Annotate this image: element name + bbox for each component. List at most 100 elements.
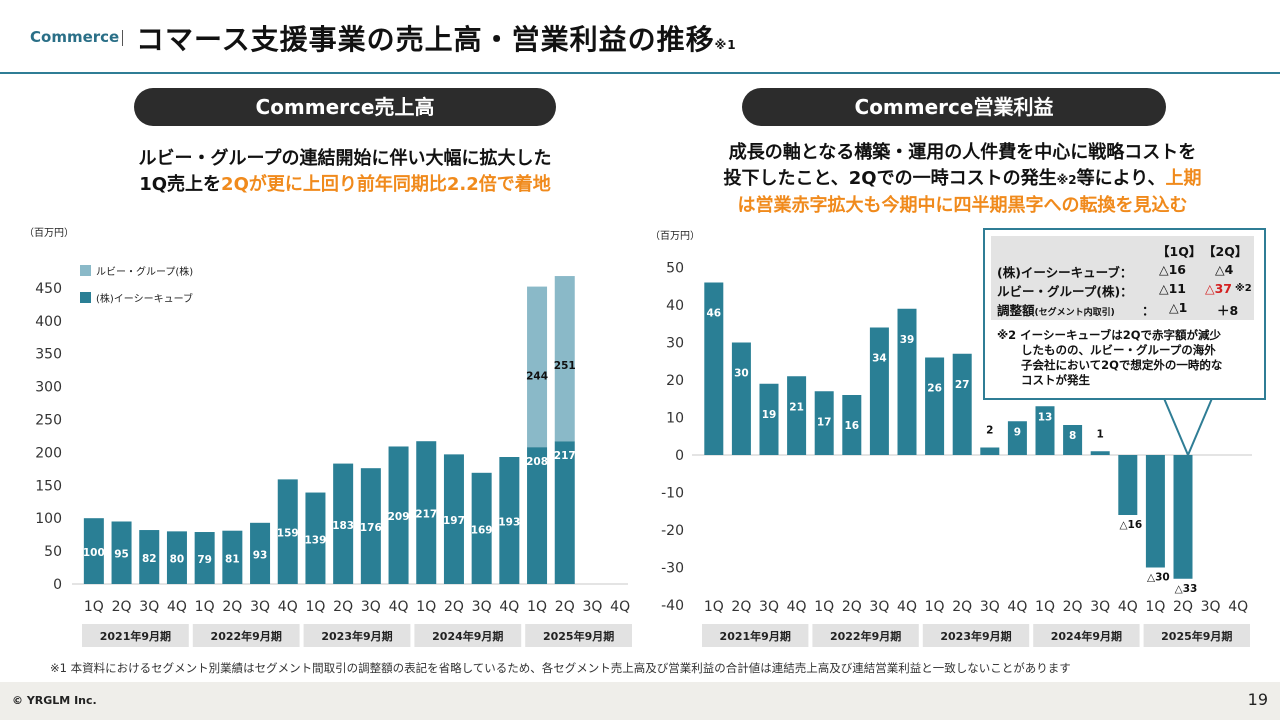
profit-x-tick: 3Q [1201, 599, 1221, 615]
title-note: ※1 [714, 38, 737, 52]
revenue-x-tick: 4Q [167, 599, 187, 615]
profit-fy-box [812, 624, 919, 647]
revenue-legend-ruby: ルビー・グループ(株) [96, 265, 193, 278]
slide-header: Commerce コマース支援事業の売上高・営業利益の推移※1 [0, 0, 1280, 74]
revenue-bar-ecube [333, 463, 354, 584]
profit-lead-2a: 投下したこと、2Qでの一時コストの発生 [723, 168, 1057, 189]
revenue-bar-ecube [166, 531, 187, 584]
revenue-bar-label: 81 [225, 553, 240, 565]
revenue-x-tick: 3Q [250, 599, 270, 615]
revenue-x-tick: 2Q [222, 599, 242, 615]
profit-x-tick: 2Q [731, 599, 751, 615]
footnote: ※1 本資料におけるセグメント別業績はセグメント間取引の調整額の表記を省略してい… [50, 661, 1071, 675]
revenue-bar-label: 95 [114, 549, 129, 561]
brand-label: Commerce [30, 28, 120, 46]
profit-lead-2b: 等により、 [1076, 168, 1166, 189]
profit-lead-line1: 成長の軸となる構築・運用の人件費を中心に戦略コストを [728, 142, 1197, 163]
revenue-bar-ruby [554, 276, 575, 442]
profit-x-tick: 2Q [842, 599, 862, 615]
callout-row3-sub: (セグメント内取引) [1034, 308, 1115, 318]
revenue-bar-ecube [139, 530, 160, 584]
revenue-x-tick: 3Q [582, 599, 602, 615]
revenue-fy-box [525, 624, 632, 647]
profit-bar-label: 16 [844, 420, 859, 432]
profit-bar [814, 391, 834, 455]
revenue-x-tick: 2Q [444, 599, 464, 615]
title-text: コマース支援事業の売上高・営業利益の推移 [136, 23, 715, 56]
profit-bar-label: 46 [706, 308, 721, 320]
profit-x-tick: 1Q [1035, 599, 1055, 615]
callout-col-2q: 【2Q】 [1203, 244, 1248, 259]
revenue-bar-label: 82 [142, 553, 157, 565]
revenue-bar-label: 193 [498, 517, 520, 529]
revenue-fy-label: 2025年9月期 [543, 629, 614, 643]
revenue-x-tick: 1Q [84, 599, 104, 615]
callout-note: ※2 イーシーキューブは2Qで赤字額が減少 したものの、ルビー・グループの海外 … [997, 328, 1257, 388]
revenue-bar-ecube [194, 532, 215, 584]
revenue-x-tick: 3Q [139, 599, 159, 615]
profit-y-tick: 30 [666, 336, 684, 352]
profit-x-tick: 2Q [1063, 599, 1083, 615]
profit-x-tick: 4Q [787, 599, 807, 615]
profit-bar-label: 34 [872, 353, 887, 365]
profit-lead-note: ※2 [1056, 173, 1077, 187]
revenue-bar-ecube [499, 457, 520, 584]
revenue-bar-label: 208 [526, 456, 548, 468]
profit-y-tick: 0 [675, 448, 684, 464]
revenue-x-tick: 1Q [305, 599, 325, 615]
profit-lead-2-highlight: 上期 [1165, 168, 1202, 189]
profit-bar [1063, 425, 1083, 455]
callout-box: 【1Q】 【2Q】 (株)イーシーキューブ： △16 △4 ルビー・グループ(株… [983, 228, 1266, 400]
revenue-bar-label: 183 [332, 520, 354, 532]
revenue-bar-label: 217 [554, 450, 576, 462]
profit-bar-label: △33 [1175, 583, 1198, 595]
slide-footer: © YRGLM Inc. 19 [0, 682, 1280, 720]
profit-bar [1035, 406, 1055, 455]
brand-divider [122, 30, 123, 46]
revenue-x-tick: 1Q [195, 599, 215, 615]
callout-table: 【1Q】 【2Q】 (株)イーシーキューブ： △16 △4 ルビー・グループ(株… [991, 236, 1254, 320]
callout-row3-1q: △1 [1169, 300, 1188, 315]
profit-x-tick: 1Q [704, 599, 724, 615]
revenue-fy-box [414, 624, 522, 647]
revenue-bar-label: 217 [415, 509, 437, 521]
profit-fy-box [1033, 624, 1140, 647]
profit-bar [1118, 455, 1138, 515]
profit-x-tick: 4Q [897, 599, 917, 615]
callout-row2-1q: △11 [1159, 281, 1187, 296]
profit-y-tick: -10 [661, 486, 684, 502]
revenue-fy-label: 2023年9月期 [321, 629, 392, 643]
revenue-fy-label: 2022年9月期 [211, 629, 282, 643]
profit-bar-label: 21 [789, 401, 804, 413]
profit-bar-label: 9 [1014, 426, 1021, 438]
revenue-y-tick: 250 [35, 413, 62, 429]
revenue-x-tick: 2Q [333, 599, 353, 615]
revenue-bar-label: 139 [304, 534, 326, 546]
profit-bar-label: 1 [1097, 428, 1104, 440]
revenue-x-tick: 3Q [472, 599, 492, 615]
revenue-bar-label: 176 [360, 522, 382, 534]
revenue-lead: ルビー・グループの連結開始に伴い大幅に拡大した 1Q売上を2Qが更に上回り前年同… [60, 146, 630, 198]
profit-bar [1090, 451, 1110, 455]
revenue-x-tick: 1Q [416, 599, 436, 615]
callout-note-line3: 子会社において2Qで想定外の一時的な [1021, 358, 1223, 372]
callout-row3-label: 調整額(セグメント内取引) [997, 300, 1115, 319]
profit-unit-label: （百万円） [650, 230, 700, 242]
profit-x-tick: 1Q [814, 599, 834, 615]
profit-fy-box [922, 624, 1030, 647]
revenue-bar-ecube [416, 441, 437, 584]
revenue-x-tick: 4Q [278, 599, 298, 615]
profit-y-tick: 50 [666, 261, 684, 277]
profit-bar-label: 26 [927, 383, 942, 395]
profit-fy-label: 2025年9月期 [1161, 629, 1232, 643]
revenue-bar-label: 79 [197, 554, 212, 566]
revenue-bar-ecube [222, 530, 243, 584]
profit-bar-label: 19 [762, 409, 777, 421]
revenue-legend-swatch-ecube [80, 292, 91, 303]
revenue-bar-ecube [250, 522, 271, 584]
revenue-y-tick: 450 [35, 281, 62, 297]
revenue-y-tick: 400 [35, 314, 62, 330]
callout-note-line1: ※2 イーシーキューブは2Qで赤字額が減少 [997, 328, 1222, 342]
revenue-y-tick: 50 [44, 544, 62, 560]
